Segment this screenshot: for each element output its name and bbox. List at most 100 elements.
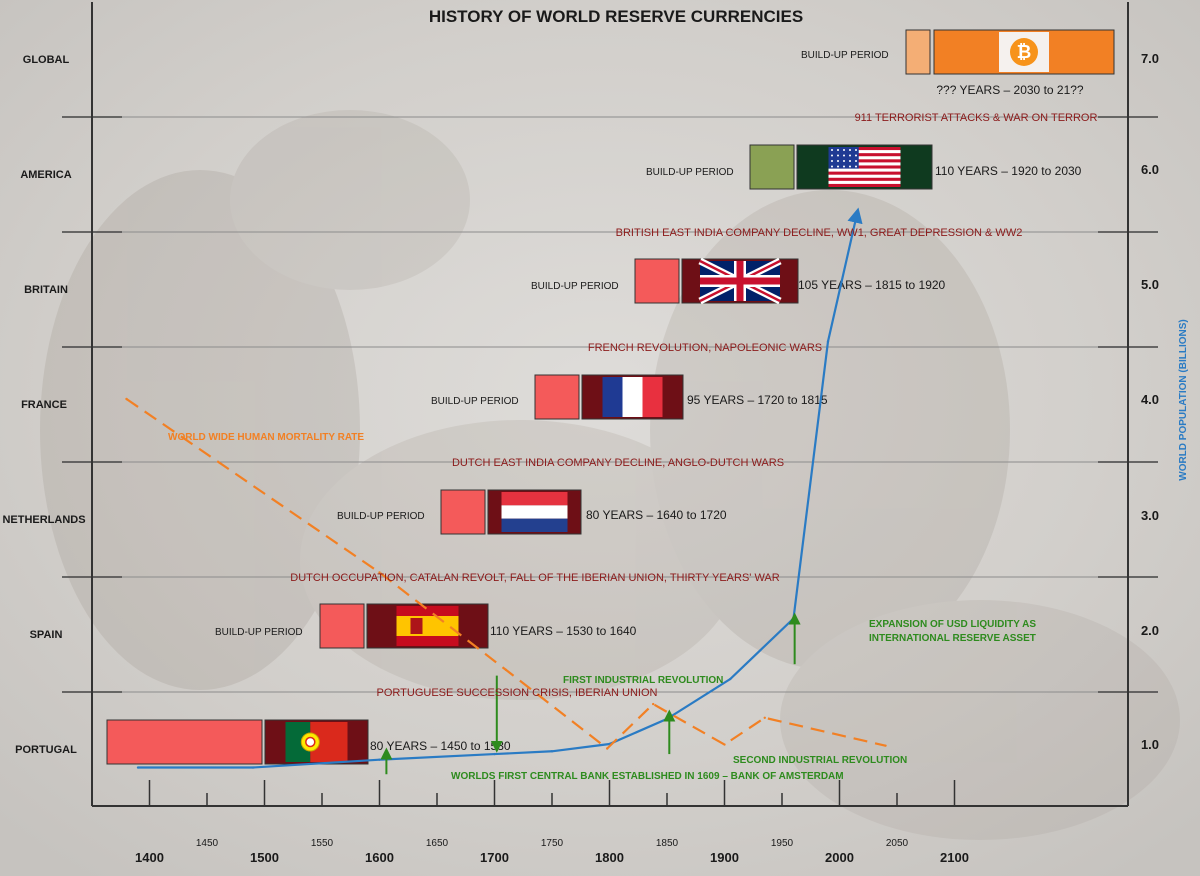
right-axis-label: WORLD POPULATION (BILLIONS) <box>1178 319 1189 480</box>
population-point <box>855 213 858 217</box>
usa-star <box>837 165 839 168</box>
uk-cross-red <box>700 277 780 285</box>
buildup-bar <box>634 258 680 304</box>
era-event-text: FRENCH REVOLUTION, NAPOLEONIC WARS <box>588 342 822 354</box>
x-minor-tick-label: 1750 <box>541 838 564 849</box>
y-right-tick-label: 2.0 <box>1141 623 1159 638</box>
usa-star <box>843 154 845 157</box>
mortality-line <box>125 398 886 750</box>
buildup-bar <box>749 144 795 190</box>
mortality-point <box>125 397 128 401</box>
population-point <box>493 752 496 756</box>
y-right-tick-label: 1.0 <box>1141 737 1159 752</box>
population-point <box>550 750 554 753</box>
usa-stripe <box>828 147 901 151</box>
usa-stripe <box>828 165 901 169</box>
annotation-text: EXPANSION OF USD LIQUIDITY AS <box>869 619 1036 630</box>
buildup-bar <box>440 489 486 535</box>
population-point <box>378 758 381 761</box>
y-right-tick-label: 3.0 <box>1141 508 1159 523</box>
y-right-tick-label: 6.0 <box>1141 162 1159 177</box>
netherlands-white <box>501 505 568 519</box>
mortality-point <box>652 702 655 706</box>
background-texture <box>40 110 1180 840</box>
y-right-tick-label: 5.0 <box>1141 277 1159 292</box>
period-label: 110 YEARS – 1530 to 1640 <box>490 624 637 638</box>
usa-star <box>855 160 857 162</box>
x-minor-tick-label: 1550 <box>311 838 334 849</box>
x-major-tick-label: 1400 <box>135 850 164 865</box>
usa-star <box>849 165 851 168</box>
buildup-label: BUILD-UP PERIOD <box>531 281 619 292</box>
era-label: FRANCE <box>21 399 67 411</box>
france-white <box>622 377 643 417</box>
usa-stripe <box>828 177 901 181</box>
usa-star <box>849 154 851 157</box>
population-point <box>826 340 830 343</box>
era-label: GLOBAL <box>23 54 70 66</box>
x-major-tick-label: 1600 <box>365 850 394 865</box>
usa-star <box>855 154 857 157</box>
x-minor-tick-label: 1850 <box>656 838 679 849</box>
period-label: 80 YEARS – 1450 to 1530 <box>370 739 511 753</box>
usa-stripe <box>828 159 901 163</box>
era-event-text: PORTUGUESE SUCCESSION CRISIS, IBERIAN UN… <box>377 687 658 699</box>
usa-star <box>831 154 833 157</box>
chart-title: HISTORY OF WORLD RESERVE CURRENCIES <box>429 7 803 26</box>
usa-star <box>837 149 839 151</box>
mortality-label: WORLD WIDE HUMAN MORTALITY RATE <box>168 432 364 443</box>
buildup-bar <box>106 719 263 765</box>
x-minor-tick-label: 1450 <box>196 838 219 849</box>
x-major-tick-label: 1800 <box>595 850 624 865</box>
usa-stripe <box>828 153 901 157</box>
france-red <box>642 377 663 417</box>
usa-star <box>855 149 857 151</box>
netherlands-red <box>501 492 568 506</box>
spain-coat-of-arms <box>410 618 423 634</box>
mortality-point <box>884 744 887 747</box>
era-event-text: DUTCH OCCUPATION, CATALAN REVOLT, FALL O… <box>290 572 779 584</box>
era-event-text: BRITISH EAST INDIA COMPANY DECLINE, WW1,… <box>616 227 1023 239</box>
usa-star <box>843 160 845 162</box>
era-label: SPAIN <box>30 629 63 641</box>
x-major-tick-label: 1900 <box>710 850 739 865</box>
usa-star <box>849 160 851 162</box>
bitcoin-icon <box>1010 38 1038 66</box>
mortality-point <box>504 668 508 672</box>
era-label: BRITAIN <box>24 284 68 296</box>
population-point <box>665 717 669 721</box>
buildup-bar <box>905 29 931 75</box>
annotation-text: INTERNATIONAL RESERVE ASSET <box>869 633 1036 644</box>
mortality-point <box>723 743 726 746</box>
x-minor-tick-label: 1650 <box>426 838 449 849</box>
usa-stripe <box>828 183 901 187</box>
buildup-label: BUILD-UP PERIOD <box>646 167 734 178</box>
buildup-label: BUILD-UP PERIOD <box>801 50 889 61</box>
era-label: NETHERLANDS <box>2 514 85 526</box>
y-right-tick-label: 4.0 <box>1141 392 1159 407</box>
mortality-point <box>606 747 609 750</box>
mortality-point <box>378 571 381 574</box>
x-major-tick-label: 1700 <box>480 850 509 865</box>
x-major-tick-label: 1500 <box>250 850 279 865</box>
buildup-bar <box>319 603 365 649</box>
annotation-text: SECOND INDUSTRIAL REVOLUTION <box>733 755 907 766</box>
era-event-text: 911 TERRORIST ATTACKS & WAR ON TERROR <box>855 112 1098 124</box>
x-minor-tick-label: 1950 <box>771 838 794 849</box>
population-point <box>251 766 255 769</box>
usa-star <box>843 165 845 168</box>
y-right-tick-label: 7.0 <box>1141 51 1159 66</box>
usa-stripe <box>828 171 901 175</box>
population-point <box>136 766 140 769</box>
spain-yellow <box>396 616 459 636</box>
annotation-text: WORLDS FIRST CENTRAL BANK ESTABLISHED IN… <box>451 771 844 782</box>
usa-star <box>849 149 851 151</box>
france-blue <box>602 377 623 417</box>
annotation-text: FIRST INDUSTRIAL REVOLUTION <box>563 675 723 686</box>
era-label: PORTUGAL <box>15 744 77 756</box>
buildup-label: BUILD-UP PERIOD <box>431 396 519 407</box>
usa-star <box>837 154 839 157</box>
period-label: 105 YEARS – 1815 to 1920 <box>798 278 946 292</box>
